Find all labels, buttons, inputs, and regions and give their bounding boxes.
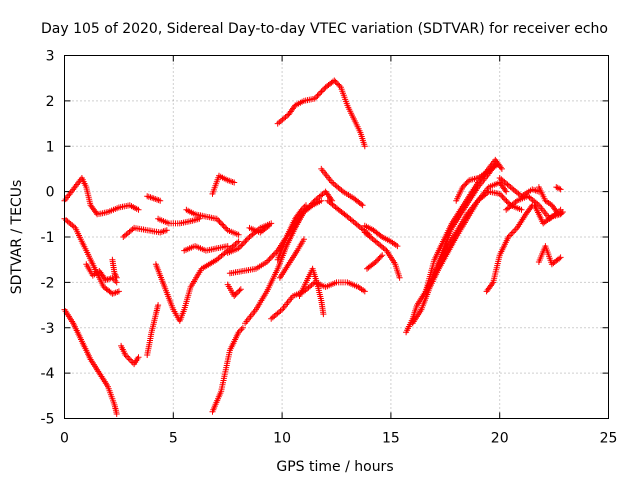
series-track-14	[209, 324, 246, 415]
plus-markers	[118, 342, 142, 368]
x-tick-label: 0	[60, 431, 69, 447]
y-tick-label: 2	[46, 94, 55, 110]
plus-markers	[409, 179, 510, 327]
plus-markers	[109, 256, 120, 281]
y-tick-label: -3	[41, 321, 55, 337]
series-track-12	[152, 238, 242, 324]
plus-markers	[274, 202, 309, 263]
plus-markers	[242, 197, 325, 327]
series-track-20	[246, 222, 272, 236]
y-tick-label: 1	[46, 139, 55, 155]
plus-markers	[276, 236, 307, 281]
plus-markers	[209, 324, 246, 415]
series-track-31	[403, 161, 499, 336]
series-track-7	[120, 224, 170, 240]
x-tick-label: 20	[491, 431, 509, 447]
plus-markers	[181, 243, 231, 254]
x-tick-label: 5	[169, 431, 178, 447]
plus-markers	[435, 188, 525, 268]
series-track-9	[144, 193, 164, 204]
series-track-4	[83, 261, 120, 286]
x-tick-label: 10	[273, 431, 291, 447]
x-ticks: 0 5 10 15 20 25	[60, 55, 618, 447]
plus-markers	[224, 281, 244, 299]
series-track-15	[209, 172, 238, 197]
series-track-24	[296, 265, 327, 318]
series-track-2	[61, 215, 122, 297]
grid	[64, 55, 609, 419]
series-track-28	[361, 222, 401, 250]
plus-markers	[61, 306, 120, 417]
plus-markers	[453, 161, 501, 204]
y-tick-label: -2	[41, 275, 55, 291]
plus-markers	[403, 161, 499, 336]
y-tick-label: -1	[41, 230, 55, 246]
plus-markers	[209, 172, 238, 197]
plus-markers	[144, 302, 162, 358]
series-track-42	[535, 243, 564, 268]
plus-markers	[361, 229, 403, 281]
series-track-16	[224, 281, 244, 299]
plus-markers	[364, 252, 386, 272]
x-axis-label: GPS time / hours	[276, 459, 393, 475]
series-track-11	[183, 206, 242, 238]
series-track-22	[274, 202, 309, 263]
series-track-41	[553, 184, 564, 193]
y-tick-label: -4	[41, 366, 55, 382]
plus-markers	[61, 215, 122, 297]
series-track-34	[435, 188, 525, 268]
plus-markers	[120, 224, 170, 240]
series-track-37	[496, 175, 542, 200]
y-ticks: -5 -4 -3 -2 -1 0 1 2 3	[41, 49, 609, 428]
series-track-35	[453, 161, 501, 204]
series-track-36	[483, 202, 536, 295]
series-track-29	[361, 229, 403, 281]
plot-frame	[64, 55, 609, 419]
plus-markers	[274, 77, 368, 150]
plus-markers	[246, 222, 272, 236]
series-track-40	[535, 184, 562, 218]
y-axis-label: SDTVAR / TECUs	[9, 180, 25, 295]
series-track-1	[61, 175, 142, 218]
plus-markers	[61, 175, 142, 218]
plus-markers	[183, 206, 242, 238]
y-tick-label: 3	[46, 49, 55, 65]
plus-markers	[144, 193, 164, 204]
plus-markers	[155, 215, 203, 227]
plus-markers	[361, 222, 401, 250]
plus-markers	[83, 261, 120, 286]
y-tick-label: 0	[46, 185, 55, 201]
chart-title: Day 105 of 2020, Sidereal Day-to-day VTE…	[41, 21, 608, 37]
series-track-5	[109, 256, 120, 281]
plus-markers	[496, 175, 542, 200]
series-track-13	[181, 243, 231, 254]
data-points	[61, 77, 566, 417]
plus-markers	[553, 184, 564, 193]
series-track-25	[274, 77, 368, 150]
plus-markers	[296, 265, 327, 318]
plus-markers	[483, 202, 536, 295]
plus-markers	[318, 165, 366, 209]
x-tick-label: 15	[382, 431, 400, 447]
series-track-32	[409, 179, 510, 327]
series-track-8	[144, 302, 162, 358]
series-track-10	[155, 215, 203, 227]
plus-markers	[152, 238, 242, 324]
series-track-30	[364, 252, 386, 272]
x-tick-label: 25	[600, 431, 618, 447]
plus-markers	[535, 184, 562, 218]
series-track-3	[61, 306, 120, 417]
series-track-23	[276, 236, 307, 281]
series-track-6	[118, 342, 142, 368]
series-track-26	[318, 165, 366, 209]
plus-markers	[535, 243, 564, 268]
y-tick-label: -5	[41, 412, 55, 428]
series-track-19	[242, 197, 325, 327]
